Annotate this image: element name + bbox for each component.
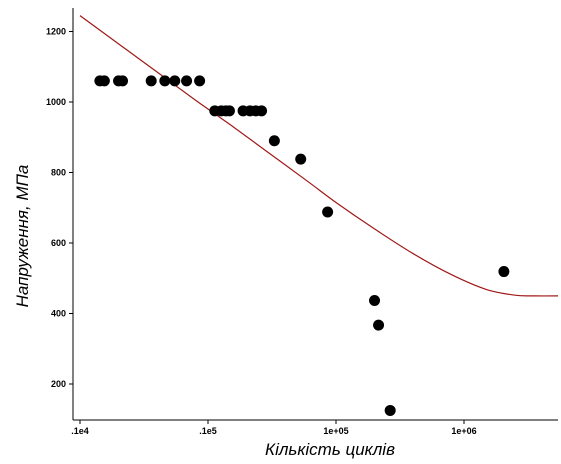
y-tick-label: 400 <box>51 309 66 319</box>
data-point <box>169 75 181 87</box>
fit-curve <box>79 15 558 297</box>
x-tick-label: .1e4 <box>71 426 89 436</box>
data-point <box>384 404 396 416</box>
data-point <box>295 153 307 165</box>
data-point <box>194 75 206 87</box>
data-point <box>98 75 110 87</box>
data-point <box>117 75 129 87</box>
fit-curve-group <box>79 15 558 297</box>
data-point <box>322 206 334 218</box>
ticks: .1e4 .1e5 1e+05 1e+06 200 400 600 800 1000 1200 <box>46 27 477 437</box>
y-tick-label: 200 <box>51 379 66 389</box>
axes <box>72 8 558 421</box>
data-point <box>145 75 157 87</box>
data-point <box>223 105 235 117</box>
x-tick-label: 1e+06 <box>451 426 476 436</box>
x-tick-label: 1e+05 <box>323 426 348 436</box>
y-tick-label: 1200 <box>46 27 66 37</box>
x-tick-label: .1e5 <box>199 426 217 436</box>
data-point <box>268 135 280 147</box>
x-axis-title: Кількість циклів <box>265 440 395 459</box>
y-tick-label: 1000 <box>46 97 66 107</box>
data-point <box>181 75 193 87</box>
data-point <box>159 75 171 87</box>
data-point <box>369 294 381 306</box>
data-point <box>256 105 268 117</box>
data-point <box>373 319 385 331</box>
data-points-group <box>94 75 510 416</box>
data-point <box>498 266 510 278</box>
y-tick-label: 800 <box>51 168 66 178</box>
y-tick-label: 600 <box>51 238 66 248</box>
y-axis-title: Напруження, МПа <box>13 165 32 308</box>
